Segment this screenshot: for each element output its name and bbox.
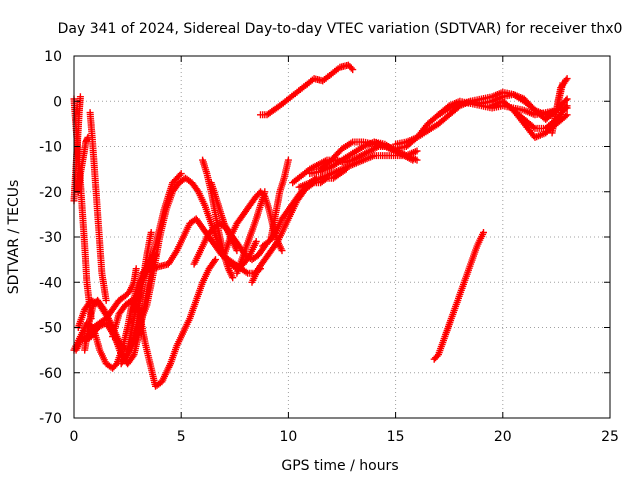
x-axis-tick-labels: 0 5 10 15 20 25 (70, 429, 619, 445)
series-track-23 (295, 152, 410, 191)
data-point-markers (267, 156, 292, 241)
y-axis-label: SDTVAR / TECUs (6, 180, 22, 295)
data-point-markers (233, 188, 269, 277)
x-tick-label: 20 (494, 429, 512, 445)
data-point-markers (430, 229, 487, 363)
series-track-32 (257, 61, 357, 119)
y-tick-label: 0 (53, 94, 62, 110)
y-tick-label: -50 (39, 321, 62, 337)
data-point-markers (295, 152, 410, 191)
series-track-21 (267, 156, 292, 241)
series-track-33 (430, 229, 487, 363)
data-point-markers (548, 75, 571, 137)
x-tick-label: 15 (387, 429, 405, 445)
y-tick-label: -20 (39, 185, 62, 201)
data-point-markers (257, 61, 357, 119)
data-point-markers (86, 109, 110, 304)
series-track-4 (86, 109, 110, 304)
x-tick-label: 0 (70, 429, 79, 445)
axis-ticks (73, 55, 611, 419)
x-tick-label: 10 (279, 429, 297, 445)
y-tick-label: -10 (39, 140, 62, 156)
x-tick-label: 25 (601, 429, 619, 445)
y-axis-tick-labels: 10 0 -10 -20 -30 -40 -50 -60 -70 (39, 49, 62, 427)
series-track-31 (548, 75, 571, 137)
data-point-markers (109, 256, 219, 390)
y-tick-label: -70 (39, 411, 62, 427)
series-track-18 (233, 188, 269, 277)
y-tick-label: -40 (39, 275, 62, 291)
chart-title: Day 341 of 2024, Sidereal Day-to-day VTE… (58, 21, 623, 37)
x-axis-label: GPS time / hours (281, 458, 398, 474)
x-tick-label: 5 (177, 429, 186, 445)
series-track-10 (109, 256, 219, 390)
y-tick-label: -60 (39, 366, 62, 382)
y-tick-label: -30 (39, 230, 62, 246)
y-tick-label: 10 (44, 49, 62, 65)
